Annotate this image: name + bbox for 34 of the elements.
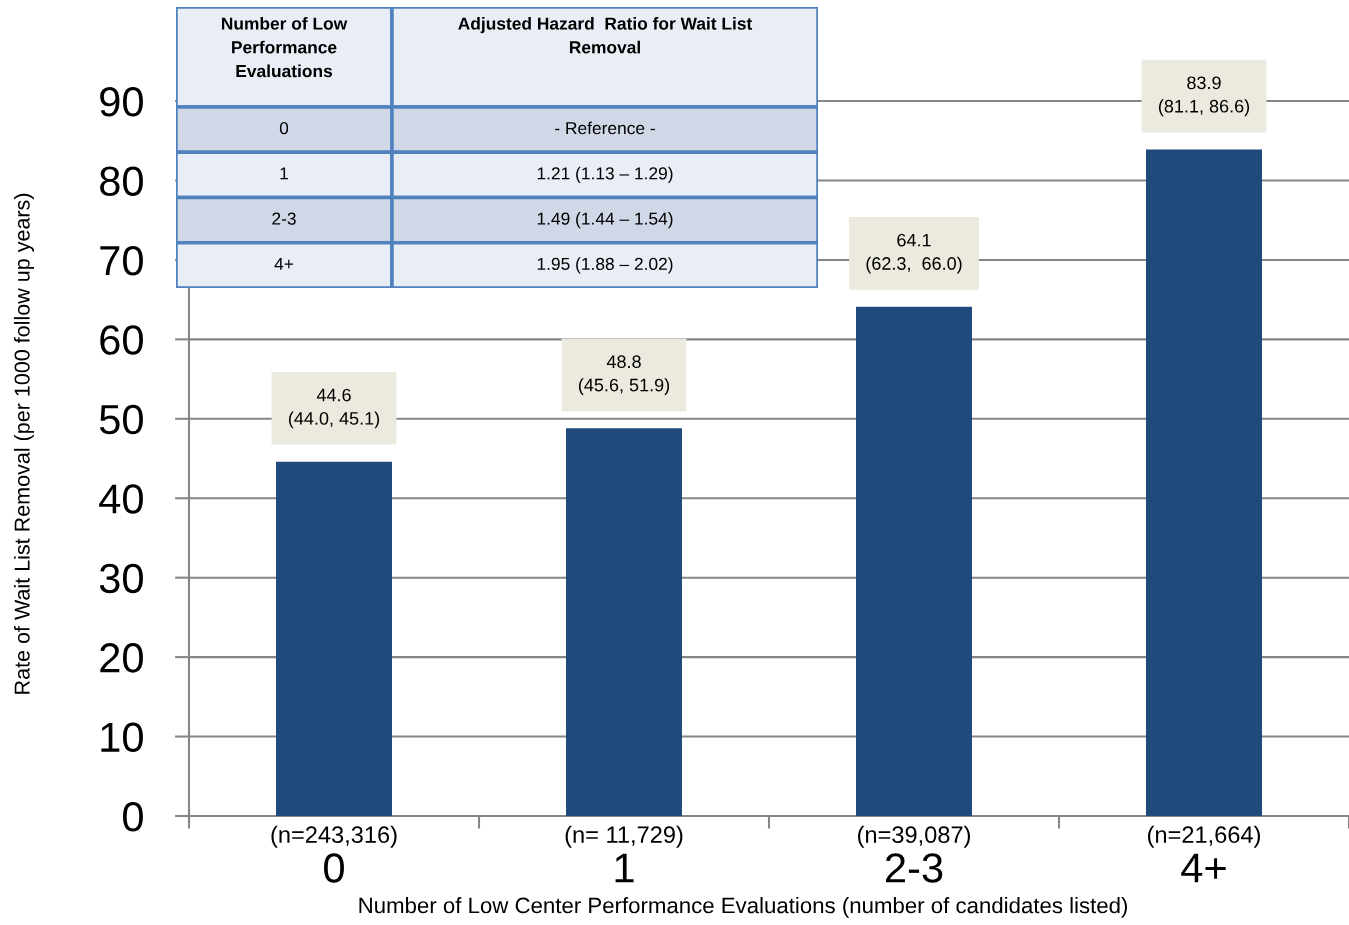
- x-axis-title: Number of Low Center Performance Evaluations (number of candidates listed): [359, 897, 1128, 918]
- y-tick-label: 10: [101, 722, 143, 753]
- annotation: - Reference -: [555, 121, 655, 135]
- x-tick-label: (n=21,664) 4+: [1148, 825, 1260, 883]
- data-label: 64.1 (62.3, 66.0): [866, 233, 962, 274]
- y-tick-label: 80: [100, 166, 143, 196]
- y-tick-label: 30: [99, 563, 143, 594]
- annotation: 0: [279, 121, 289, 135]
- y-tick-label: 90: [100, 87, 143, 117]
- annotation: 1.95 (1.88 – 2.02): [537, 257, 673, 274]
- x-tick-label: (n= 11,729) 1: [565, 825, 683, 883]
- annotation: 4+: [274, 257, 294, 270]
- annotation: Number of Low Performance Evaluations: [221, 17, 348, 78]
- data-label: 44.6 (44.0, 45.1): [288, 388, 380, 429]
- annotation: 1.21 (1.13 – 1.29): [537, 166, 673, 183]
- y-tick-label: 50: [99, 404, 143, 435]
- annotation: 2-3: [272, 212, 296, 225]
- x-tick-label: (n=243,316) 0: [271, 825, 397, 883]
- bar: [856, 306, 972, 816]
- bar: [1146, 149, 1262, 816]
- data-label: 83.9 (81.1, 86.6): [1158, 76, 1250, 117]
- annotation: 1.49 (1.44 – 1.54): [537, 212, 673, 229]
- data-label: 48.8 (45.6, 51.9): [578, 355, 670, 395]
- y-axis-title: Rate of Wait List Removal (per 1000 follow up years): [13, 193, 34, 694]
- annotation: 1: [280, 167, 288, 180]
- y-tick-label: 60: [100, 325, 143, 355]
- y-tick-label: 70: [100, 245, 143, 276]
- bar: [566, 428, 682, 816]
- y-tick-label: 40: [99, 484, 143, 514]
- y-tick-label: 0: [123, 802, 143, 832]
- x-tick-label: (n=39,087) 2-3: [858, 825, 970, 883]
- annotation: Adjusted Hazard Ratio for Wait List Removal: [458, 17, 753, 54]
- y-tick-label: 20: [100, 643, 143, 673]
- bar: [276, 461, 392, 816]
